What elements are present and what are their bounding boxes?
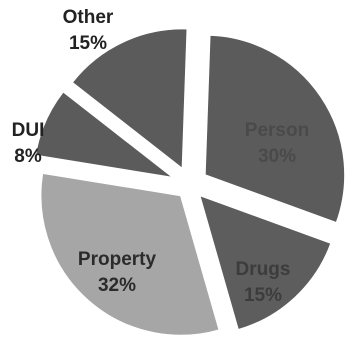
data-label-name: Property xyxy=(78,249,157,270)
data-label-name: Other xyxy=(63,7,114,28)
data-label-dui: DUI 8% xyxy=(12,120,45,167)
pie-slice-other xyxy=(71,28,189,171)
data-label-drugs: Drugs 15% xyxy=(236,259,291,306)
data-label-property: Property 32% xyxy=(78,249,157,296)
pie-slice-drugs xyxy=(198,194,333,331)
data-label-percent: 15% xyxy=(69,33,107,54)
data-label-name: DUI xyxy=(12,120,45,141)
pie-slice-dui xyxy=(34,90,174,179)
pie-slice-property xyxy=(39,172,221,337)
data-label-percent: 8% xyxy=(14,146,42,167)
data-label-other: Other 15% xyxy=(63,7,114,54)
data-label-name: Drugs xyxy=(236,259,291,280)
data-label-percent: 32% xyxy=(98,275,136,296)
pie-slice-person xyxy=(204,34,346,224)
data-label-person: Person 30% xyxy=(245,120,309,167)
data-label-name: Person xyxy=(245,120,309,141)
data-label-percent: 15% xyxy=(244,285,282,306)
data-label-percent: 30% xyxy=(258,146,296,167)
